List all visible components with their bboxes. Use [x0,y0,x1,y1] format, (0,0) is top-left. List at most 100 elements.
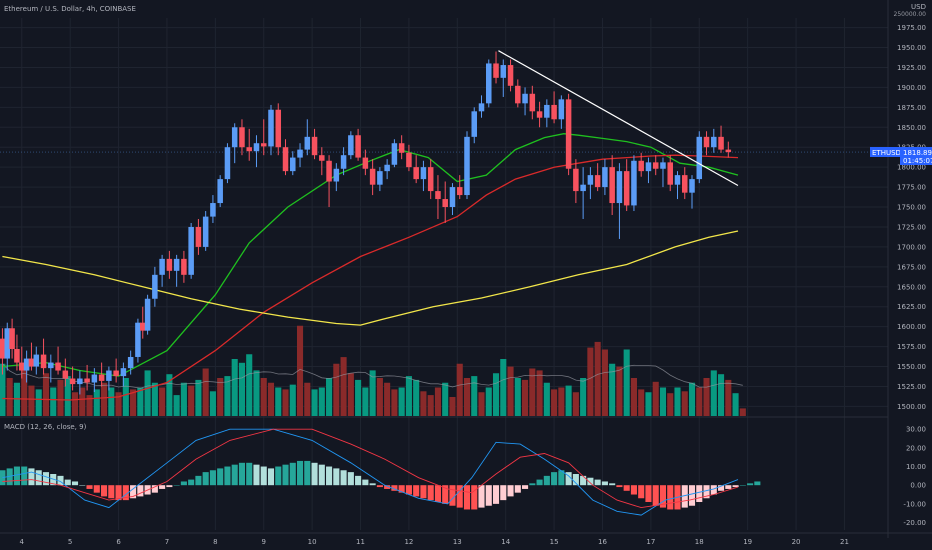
time-tick-label[interactable]: 7 [165,538,169,546]
macd-histogram-bar [42,472,50,486]
candle-body [91,374,98,383]
time-tick-label[interactable]: 15 [550,538,559,546]
macd-histogram-bar [732,485,739,488]
time-tick-label[interactable]: 19 [743,538,752,546]
macd-label: MACD (12, 26, close, 9) [4,423,87,431]
candle-body [173,258,180,271]
candle-body [725,149,732,153]
macd-histogram-bar [282,464,289,486]
volume-bar [558,387,565,416]
candle-body [413,167,419,180]
macd-histogram-bar [514,485,521,493]
trendline[interactable] [498,50,739,187]
candle-body [536,111,543,118]
time-tick-label[interactable]: 9 [262,538,266,546]
volume-bar [159,387,166,416]
volume-bar [340,357,347,416]
volume-bar [173,395,180,416]
macd-histogram-bar [652,485,659,506]
moving-averages [2,133,739,401]
candle-body [224,147,231,180]
volume-bar [115,392,122,416]
macd-histogram-bar [696,485,703,502]
macd-histogram-bar [572,474,579,486]
volume-bar [463,378,471,416]
time-tick-label[interactable]: 14 [501,538,510,546]
candle-body [290,157,296,172]
volume-bar [565,385,572,416]
candle-body [580,184,586,192]
candle-body [98,374,105,381]
price-tag-value: 1818.89 [903,149,932,157]
time-tick-label[interactable]: 5 [68,538,72,546]
time-axis[interactable]: 4 5 6 7 8 9 10 11 12 13 14 15 16 17 18 19 20 21 [20,538,849,546]
candle-body [384,164,390,172]
time-tick-label[interactable]: 21 [840,538,849,546]
time-tick-label[interactable]: 13 [453,538,462,546]
volume-bar [551,389,558,416]
macd-histogram-bar [601,481,608,486]
candle-body [40,354,47,369]
macd-histogram-bar [492,485,500,504]
macd-histogram-bar [57,475,64,486]
volume-bar [725,379,732,416]
macd-histogram-bar [275,466,282,486]
time-tick-label[interactable]: 11 [356,538,365,546]
volume-bar [580,378,587,416]
price-tick-label: 1600.00 [897,323,926,331]
candle-body [282,147,289,172]
macd-histogram-bar [623,485,630,491]
macd-histogram-bar [478,485,485,508]
candle-body [48,362,54,369]
volume-bar [688,382,696,416]
candle-body [456,187,463,196]
candle-body [311,136,318,156]
volume-bar [86,395,93,416]
macd-histogram-bar [536,479,543,486]
candle-body [689,179,695,193]
macd-histogram-bar [260,466,267,486]
volume-bar [253,370,260,416]
volume-bar [587,347,594,416]
volume-bar [188,385,195,416]
time-tick-label[interactable]: 12 [404,538,413,546]
volume-bar [282,389,289,416]
candle-body [55,362,61,371]
macd-histogram-bar [609,483,616,486]
volume-bar [674,387,681,416]
volume-bar [202,368,209,416]
time-tick-label[interactable]: 16 [598,538,607,546]
macd-histogram-bar [188,479,195,486]
candle-body [260,143,267,147]
price-tick-label: 1575.00 [897,343,926,351]
macd-histogram-bar [159,485,166,489]
candle-body [522,93,528,104]
volume-bar [478,392,485,416]
volume-bar [405,376,412,416]
macd-histogram-bar [717,485,725,491]
volume-bar [696,387,703,416]
macd-tick-label: 30.00 [906,426,926,434]
macd-histogram-bar [384,485,391,489]
volume-bar [420,391,427,416]
time-tick-label[interactable]: 6 [116,538,121,546]
symbol-tag: ETHUSD [872,149,901,157]
price-tick-label: 1650.00 [897,283,926,291]
time-tick-label[interactable]: 18 [695,538,704,546]
time-tick-label[interactable]: 10 [308,538,317,546]
candle-body [355,135,361,158]
volume-bar [151,382,158,416]
time-tick-label[interactable]: 4 [20,538,25,546]
candle-body [253,143,260,152]
time-tick-label[interactable]: 17 [646,538,655,546]
macd-histogram-bar [311,462,318,486]
volume-bar [355,379,362,416]
time-tick-label[interactable]: 8 [213,538,217,546]
time-tick-label[interactable]: 20 [792,538,801,546]
macd-histogram-bar [638,485,645,499]
ma-red-line [2,154,739,401]
macd-histogram-bar [754,481,761,486]
volume-bar [28,385,35,416]
